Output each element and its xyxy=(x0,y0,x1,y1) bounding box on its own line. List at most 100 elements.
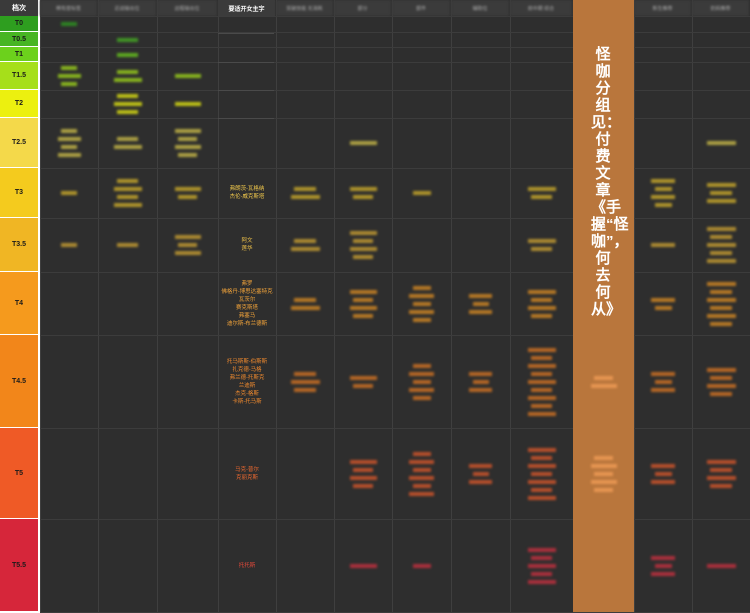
character-name: 杰克-格斯 xyxy=(235,390,259,397)
obscured-text xyxy=(61,22,77,26)
obscured-entry xyxy=(692,168,750,218)
obscured-text xyxy=(590,463,617,468)
character-name: 兰迪斯 xyxy=(238,382,256,389)
obscured-text xyxy=(651,555,675,560)
obscured-text xyxy=(594,375,613,380)
obscured-text xyxy=(174,145,201,149)
obscured-entry xyxy=(98,168,157,218)
obscured-text xyxy=(531,195,552,199)
obscured-text xyxy=(409,387,434,392)
obscured-entry xyxy=(510,428,573,519)
obscured-text xyxy=(706,313,736,318)
tier-header: 档次 xyxy=(0,0,38,16)
obscured-text xyxy=(178,243,197,247)
obscured-text xyxy=(117,70,138,74)
vertical-banner-text: 怪咖分组见：付费文章《手握“怪咖”，何去何从》 xyxy=(591,46,629,318)
obscured-text xyxy=(531,297,552,302)
grid-divider xyxy=(40,428,750,429)
obscured-entry xyxy=(692,335,750,428)
obscured-text xyxy=(531,371,552,376)
obscured-text xyxy=(710,375,732,380)
obscured-text xyxy=(531,455,552,460)
obscured-text xyxy=(61,145,77,149)
obscured-text xyxy=(178,195,197,199)
obscured-text xyxy=(706,459,736,464)
obscured-text xyxy=(353,239,373,243)
obscured-text xyxy=(531,313,552,318)
obscured-entry xyxy=(98,118,157,168)
grid-divider xyxy=(40,272,750,273)
grid-divider xyxy=(451,0,452,612)
obscured-text xyxy=(117,52,138,57)
obscured-entry xyxy=(98,32,157,47)
obscured-text xyxy=(178,153,197,157)
obscured-text xyxy=(290,379,320,384)
column-header: 远程输出位 xyxy=(157,0,217,16)
obscured-text xyxy=(590,383,617,388)
main-characters-cell: 阿文 莲华 xyxy=(218,218,276,272)
obscured-text xyxy=(594,471,613,476)
obscured-entry xyxy=(334,218,392,272)
main-characters-cell: 托马斯斯-伯斯斯 扎克德-马格 弗兰德-托斯克 兰迪斯 杰克-格斯 卡斯-托马斯 xyxy=(218,335,276,428)
obscured-text xyxy=(706,199,736,203)
obscured-entry xyxy=(40,118,98,168)
obscured-text xyxy=(706,243,736,247)
obscured-text xyxy=(412,363,431,368)
obscured-text xyxy=(527,239,556,243)
obscured-text xyxy=(527,347,556,352)
obscured-text xyxy=(294,371,316,376)
obscured-text xyxy=(117,195,138,199)
obscured-entry xyxy=(98,90,157,118)
obscured-text xyxy=(412,395,431,400)
obscured-text xyxy=(651,243,675,247)
obscured-entry xyxy=(334,519,392,612)
obscured-text xyxy=(527,447,556,452)
obscured-text xyxy=(290,305,320,310)
obscured-entry xyxy=(634,428,692,519)
obscured-entry xyxy=(334,118,392,168)
obscured-text xyxy=(710,191,732,195)
character-name: 佛格丹-博思达塞特克 xyxy=(221,288,273,295)
obscured-text xyxy=(57,137,81,141)
obscured-entry xyxy=(98,62,157,90)
obscured-entry xyxy=(634,335,692,428)
obscured-text xyxy=(706,141,736,145)
obscured-text xyxy=(174,187,201,191)
obscured-text xyxy=(290,195,320,199)
obscured-text xyxy=(527,411,556,416)
obscured-text xyxy=(706,475,736,480)
obscured-text xyxy=(527,547,556,552)
obscured-text xyxy=(710,305,732,310)
center-separator xyxy=(218,90,274,91)
obscured-text xyxy=(349,231,377,235)
obscured-text xyxy=(409,371,434,376)
obscured-text xyxy=(117,243,138,247)
obscured-text xyxy=(527,563,556,568)
obscured-text xyxy=(57,153,81,157)
obscured-entry xyxy=(451,428,510,519)
obscured-text xyxy=(710,289,732,294)
column-header: 突破技能 无消耗 xyxy=(276,0,333,16)
obscured-text xyxy=(654,471,672,476)
grid-divider xyxy=(40,118,750,119)
obscured-text xyxy=(412,301,431,306)
obscured-entry xyxy=(692,218,750,272)
obscured-text xyxy=(349,305,377,310)
obscured-text xyxy=(531,487,552,492)
obscured-text xyxy=(706,383,736,388)
obscured-text xyxy=(349,563,377,568)
grid-divider xyxy=(634,0,635,612)
tier-label: T5 xyxy=(0,428,38,518)
obscured-text xyxy=(654,563,672,568)
obscured-text xyxy=(61,191,77,195)
obscured-entry xyxy=(510,335,573,428)
grid-divider xyxy=(276,0,277,612)
grid-divider xyxy=(40,335,750,336)
obscured-text xyxy=(61,66,77,70)
obscured-text xyxy=(590,479,617,484)
obscured-text xyxy=(706,183,736,187)
character-name: 莲华 xyxy=(241,246,253,252)
main-characters-cell: 马克-普尔 克丽克斯 xyxy=(218,428,276,519)
obscured-text xyxy=(706,259,736,263)
obscured-text xyxy=(527,579,556,584)
